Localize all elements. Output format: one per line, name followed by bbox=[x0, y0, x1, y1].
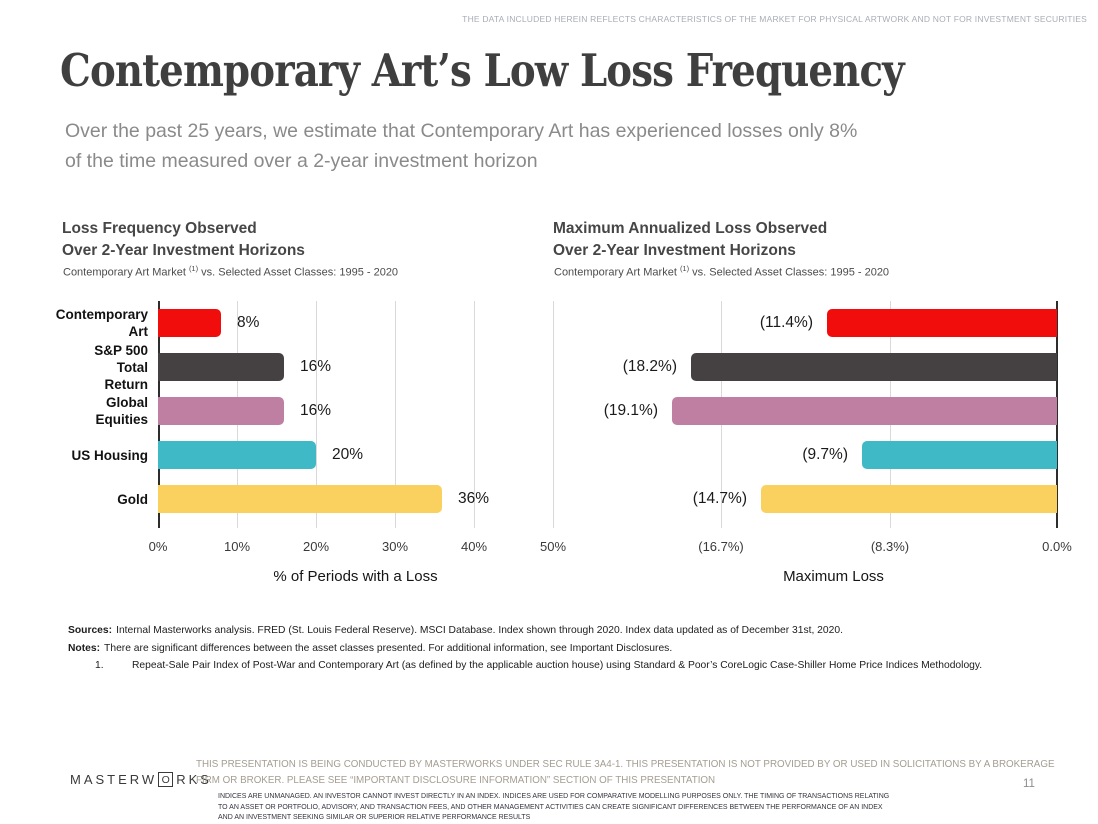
category-label-contemporary-art: Contemporary Art bbox=[55, 307, 148, 339]
maximum-loss-chart: Maximum Annualized Loss Observed Over 2-… bbox=[553, 218, 1072, 598]
x-tick-label: 40% bbox=[460, 539, 488, 554]
x-tick-label: (8.3%) bbox=[870, 539, 910, 554]
sources-line: Sources: Internal Masterworks analysis. … bbox=[68, 622, 982, 640]
footer-disclaimer-primary: THIS PRESENTATION IS BEING CONDUCTED BY … bbox=[196, 759, 1055, 786]
bar-value-label: 8% bbox=[237, 314, 260, 331]
bar-value-label: 36% bbox=[458, 490, 490, 507]
bar-s-p-500-total-return bbox=[158, 353, 284, 381]
bar-global-equities bbox=[672, 397, 1057, 425]
footnote-text: Repeat-Sale Pair Index of Post-War and C… bbox=[132, 660, 983, 671]
sources-text: Internal Masterworks analysis. FRED (St.… bbox=[116, 625, 843, 636]
logo-boxed-o-icon: O bbox=[158, 772, 174, 787]
x-tick-label: (16.7%) bbox=[698, 539, 744, 554]
bar-contemporary-art bbox=[158, 309, 221, 337]
x-tick-label: 0.0% bbox=[1042, 539, 1072, 554]
gridline bbox=[553, 301, 554, 528]
category-label-gold: Gold bbox=[117, 491, 148, 507]
category-label-s-p-500-total-return: S&P 500 Total Return bbox=[94, 342, 148, 392]
chart-subtitle-text: vs. Selected Asset Classes: 1995 - 2020 bbox=[689, 266, 890, 279]
gridline bbox=[474, 301, 475, 528]
bar-value-label: (19.1%) bbox=[603, 402, 658, 419]
chart-subtitle: Contemporary Art Market (1) vs. Selected… bbox=[554, 264, 889, 279]
chart-title: Maximum Annualized Loss Observed Over 2-… bbox=[553, 220, 828, 259]
logo-text-left: MASTERW bbox=[70, 772, 158, 787]
x-tick-label: 30% bbox=[381, 539, 409, 554]
chart-subtitle-text: vs. Selected Asset Classes: 1995 - 2020 bbox=[198, 266, 399, 279]
category-label-us-housing: US Housing bbox=[71, 447, 149, 463]
page-number: 11 bbox=[1023, 778, 1035, 790]
chart-title: Loss Frequency Observed Over 2-Year Inve… bbox=[62, 220, 305, 259]
bar-s-p-500-total-return bbox=[691, 353, 1057, 381]
page-title: Contemporary Art’s Low Loss Frequency bbox=[60, 44, 905, 97]
plot-area: 0% 10% 20% 30% 40% 50% 8% 16% 16% 20% 36% bbox=[149, 301, 566, 554]
top-disclaimer: THE DATA INCLUDED HEREIN REFLECTS CHARAC… bbox=[462, 14, 1087, 24]
bar-us-housing bbox=[862, 441, 1057, 469]
bar-value-label: 16% bbox=[300, 402, 332, 419]
footnote-number: 1. bbox=[95, 660, 104, 671]
bar-contemporary-art bbox=[827, 309, 1057, 337]
masterworks-logo: MASTERW O RKS bbox=[70, 772, 212, 787]
bar-gold bbox=[158, 485, 442, 513]
notes-label: Notes: bbox=[68, 642, 101, 654]
bar-us-housing bbox=[158, 441, 316, 469]
x-tick-label: 10% bbox=[223, 539, 251, 554]
chart-subtitle-text: Contemporary Art Market bbox=[63, 266, 189, 279]
logo-text-right: RKS bbox=[176, 772, 212, 787]
x-axis-title: Maximum Loss bbox=[783, 568, 884, 585]
gridline bbox=[395, 301, 396, 528]
bar-value-label: 16% bbox=[300, 358, 332, 375]
x-tick-label: 20% bbox=[302, 539, 330, 554]
bar-global-equities bbox=[158, 397, 284, 425]
bar-value-label: (9.7%) bbox=[802, 446, 848, 463]
x-tick-label: 50% bbox=[539, 539, 567, 554]
category-label-global-equities: Global Equities bbox=[95, 395, 148, 427]
bar-value-label: 20% bbox=[332, 446, 364, 463]
x-tick-label: 0% bbox=[148, 539, 168, 554]
footer-disclaimer-secondary: INDICES ARE UNMANAGED. AN INVESTOR CANNO… bbox=[218, 793, 890, 821]
sources-label: Sources: bbox=[68, 625, 113, 636]
sources-notes: Sources: Internal Masterworks analysis. … bbox=[68, 622, 982, 675]
notes-text: There are significant differences betwee… bbox=[104, 642, 673, 654]
plot-area: (16.7%) (8.3%) 0.0% (11.4%) (18.2%) (19.1%) (9… bbox=[604, 301, 1072, 554]
category-labels: Contemporary Art S&P 500 Total Return Glob… bbox=[55, 301, 149, 521]
footnote-marker: (1) bbox=[188, 264, 199, 273]
bar-value-label: (11.4%) bbox=[759, 314, 813, 331]
gridline bbox=[316, 301, 317, 528]
loss-frequency-chart: Loss Frequency Observed Over 2-Year Inve… bbox=[55, 218, 566, 598]
bar-gold bbox=[761, 485, 1057, 513]
x-axis-title: % of Periods with a Loss bbox=[273, 568, 438, 585]
footnote-marker: (1) bbox=[679, 264, 690, 273]
page-subtitle: Over the past 25 years, we estimate that… bbox=[65, 120, 858, 172]
footnote-line: 1. Repeat-Sale Pair Index of Post-War an… bbox=[68, 657, 982, 675]
bar-value-label: (18.2%) bbox=[622, 358, 677, 375]
bar-value-label: (14.7%) bbox=[692, 490, 747, 507]
chart-subtitle: Contemporary Art Market (1) vs. Selected… bbox=[63, 264, 398, 279]
chart-subtitle-text: Contemporary Art Market bbox=[554, 266, 680, 279]
notes-line: Notes: There are significant differences… bbox=[68, 640, 982, 658]
